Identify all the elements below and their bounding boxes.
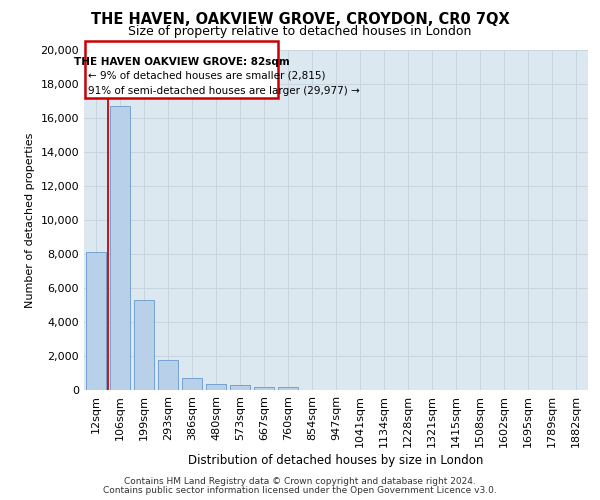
Bar [110, 106, 130, 390]
Text: 91% of semi-detached houses are larger (29,977) →: 91% of semi-detached houses are larger (… [88, 86, 359, 96]
Y-axis label: Number of detached properties: Number of detached properties [25, 132, 35, 308]
Text: Size of property relative to detached houses in London: Size of property relative to detached ho… [128, 25, 472, 38]
Bar [230, 385, 250, 390]
Text: Contains HM Land Registry data © Crown copyright and database right 2024.: Contains HM Land Registry data © Crown c… [124, 477, 476, 486]
Text: THE HAVEN OAKVIEW GROVE: 82sqm: THE HAVEN OAKVIEW GROVE: 82sqm [74, 57, 290, 67]
Bar [182, 378, 202, 390]
Bar [254, 386, 274, 390]
Bar [85, 42, 278, 98]
Bar [134, 300, 154, 390]
Bar [86, 252, 106, 390]
Text: ← 9% of detached houses are smaller (2,815): ← 9% of detached houses are smaller (2,8… [88, 70, 325, 81]
Text: THE HAVEN, OAKVIEW GROVE, CROYDON, CR0 7QX: THE HAVEN, OAKVIEW GROVE, CROYDON, CR0 7… [91, 12, 509, 28]
Bar [158, 360, 178, 390]
Bar [278, 387, 298, 390]
Bar [206, 384, 226, 390]
X-axis label: Distribution of detached houses by size in London: Distribution of detached houses by size … [188, 454, 484, 467]
Text: Contains public sector information licensed under the Open Government Licence v3: Contains public sector information licen… [103, 486, 497, 495]
